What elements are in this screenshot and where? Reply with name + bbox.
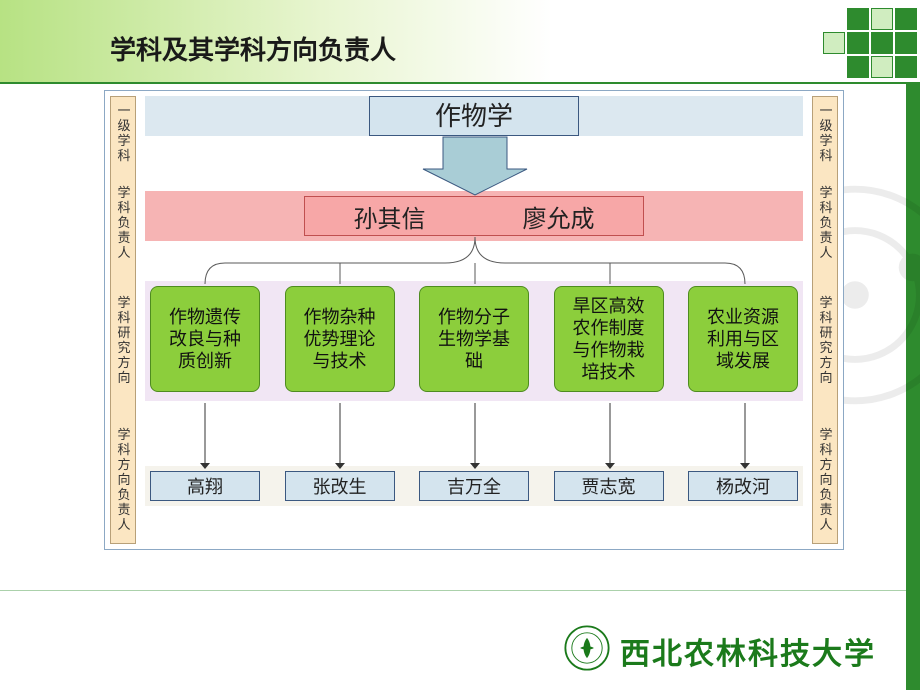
slide-title: 学科及其学科方向负责人 <box>110 30 396 67</box>
direction-box: 作物杂种优势理论与技术 <box>285 286 395 392</box>
direction-box: 作物遗传改良与种质创新 <box>150 286 260 392</box>
background-band <box>145 403 803 463</box>
footer-rule <box>0 590 906 591</box>
corner-squares-decoration <box>795 8 920 98</box>
side-label: 学科研究方向 <box>114 295 134 385</box>
person-box: 杨改河 <box>688 471 798 501</box>
discipline-box: 作物学 <box>369 96 579 136</box>
right-side-labels: 一级学科学科负责人学科研究方向学科方向负责人 <box>812 96 838 544</box>
university-logo-icon <box>564 625 610 676</box>
direction-box: 作物分子生物学基础 <box>419 286 529 392</box>
side-label: 学科方向负责人 <box>114 427 134 532</box>
person-box: 贾志宽 <box>554 471 664 501</box>
leader-name: 孙其信 <box>354 199 426 234</box>
persons-row: 高翔张改生吉万全贾志宽杨改河 <box>150 471 798 501</box>
direction-box: 农业资源利用与区域发展 <box>688 286 798 392</box>
header-underline <box>0 82 920 84</box>
leaders-box: 孙其信 廖允成 <box>304 196 644 236</box>
direction-box: 旱区高效农作制度与作物栽培技术 <box>554 286 664 392</box>
leader-name: 廖允成 <box>523 199 595 234</box>
side-label: 学科负责人 <box>114 185 134 260</box>
side-label: 学科研究方向 <box>816 295 836 385</box>
right-accent-bar <box>906 84 920 690</box>
org-diagram: 一级学科学科负责人学科研究方向学科方向负责人 一级学科学科负责人学科研究方向学科… <box>104 90 844 550</box>
side-label: 学科方向负责人 <box>816 427 836 532</box>
footer: 西北农林科技大学 <box>0 590 906 690</box>
side-label: 学科负责人 <box>816 185 836 260</box>
directions-row: 作物遗传改良与种质创新作物杂种优势理论与技术作物分子生物学基础旱区高效农作制度与… <box>150 286 798 392</box>
side-label: 一级学科 <box>114 103 134 163</box>
person-box: 张改生 <box>285 471 395 501</box>
person-box: 高翔 <box>150 471 260 501</box>
side-label: 一级学科 <box>816 103 836 163</box>
university-name: 西北农林科技大学 <box>620 629 876 673</box>
person-box: 吉万全 <box>419 471 529 501</box>
background-band <box>145 243 803 273</box>
background-band <box>145 141 803 173</box>
discipline-label: 作物学 <box>435 102 513 131</box>
left-side-labels: 一级学科学科负责人学科研究方向学科方向负责人 <box>110 96 136 544</box>
